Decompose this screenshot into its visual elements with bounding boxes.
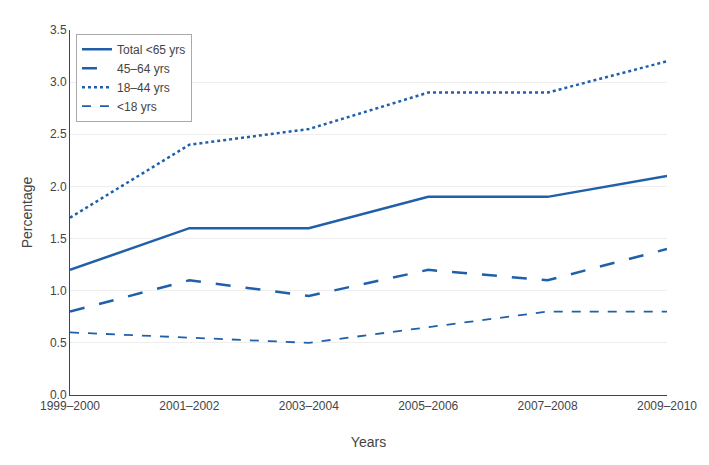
svg-text:18–44 yrs: 18–44 yrs xyxy=(117,81,170,95)
svg-text:2009–2010: 2009–2010 xyxy=(637,399,697,413)
svg-text:3.5: 3.5 xyxy=(50,23,67,37)
svg-text:2005–2006: 2005–2006 xyxy=(398,399,458,413)
svg-text:2.0: 2.0 xyxy=(50,180,67,194)
svg-text:0.0: 0.0 xyxy=(50,388,67,402)
svg-text:Years: Years xyxy=(351,434,386,450)
svg-text:<18 yrs: <18 yrs xyxy=(117,100,157,114)
svg-text:3.0: 3.0 xyxy=(50,75,67,89)
svg-text:1.5: 1.5 xyxy=(50,232,67,246)
svg-text:Total <65 yrs: Total <65 yrs xyxy=(117,43,185,57)
svg-text:2007–2008: 2007–2008 xyxy=(518,399,578,413)
svg-text:2001–2002: 2001–2002 xyxy=(159,399,219,413)
svg-text:0.5: 0.5 xyxy=(50,336,67,350)
svg-text:45–64 yrs: 45–64 yrs xyxy=(117,62,170,76)
svg-text:2.5: 2.5 xyxy=(50,127,67,141)
svg-text:2003–2004: 2003–2004 xyxy=(279,399,339,413)
svg-text:1999–2000: 1999–2000 xyxy=(40,399,100,413)
svg-text:Percentage: Percentage xyxy=(19,176,35,248)
svg-text:1.0: 1.0 xyxy=(50,284,67,298)
